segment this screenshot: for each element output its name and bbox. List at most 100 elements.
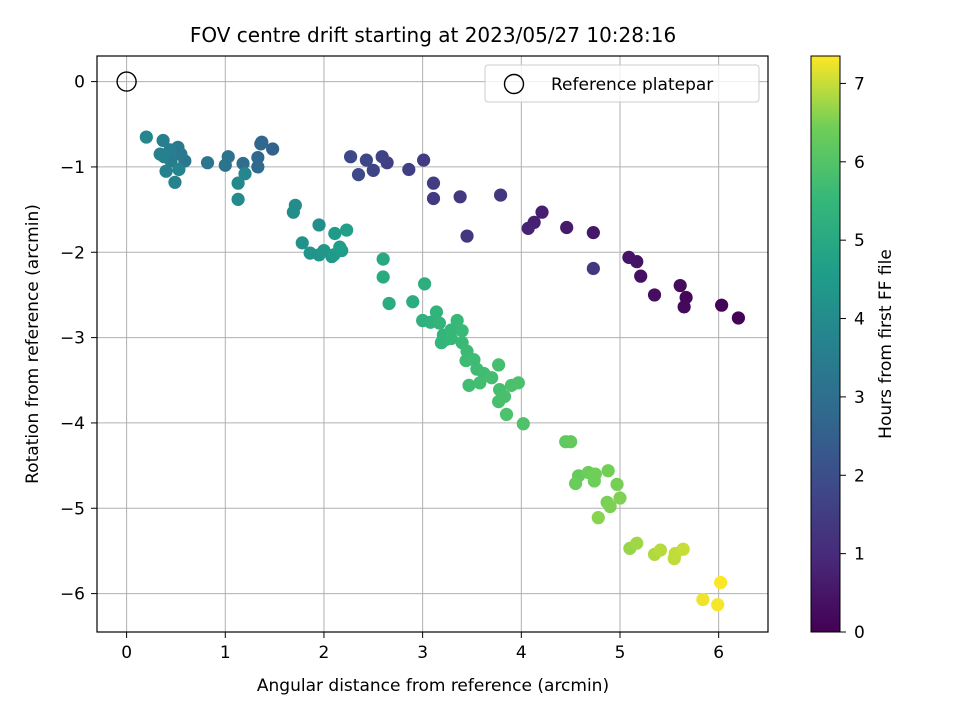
- data-point: [168, 175, 182, 189]
- data-point: [613, 491, 627, 505]
- data-point: [647, 288, 662, 302]
- y-axis-label: Rotation from reference (arcmin): [23, 204, 43, 484]
- data-point: [677, 300, 691, 314]
- x-axis-ticks: 0 1 2 3 4 5 6: [121, 632, 724, 663]
- x-tick-label: 6: [713, 643, 724, 663]
- data-point: [444, 331, 458, 346]
- legend-box: [484, 64, 760, 103]
- y-axis-ticks: 0 −1 −2 −3 −4 −5 −6: [60, 73, 97, 605]
- data-point: [200, 156, 215, 170]
- colorbar-tick-label: 4: [854, 310, 865, 330]
- data-point: [382, 296, 396, 311]
- data-point: [453, 190, 467, 204]
- colorbar-label: Hours from first FF file: [876, 249, 896, 439]
- colorbar-tick-label: 1: [854, 545, 865, 565]
- colorbar-tick-label: 3: [854, 388, 865, 408]
- data-point: [588, 467, 602, 481]
- data-point: [568, 476, 583, 491]
- data-point: [673, 278, 687, 293]
- data-point: [591, 511, 605, 525]
- reference-marker: [116, 71, 137, 92]
- x-tick-label: 5: [615, 643, 626, 663]
- data-point: [312, 218, 326, 232]
- data-point: [286, 205, 300, 219]
- data-point: [236, 156, 250, 171]
- data-point: [630, 536, 644, 550]
- y-tick-label: −6: [60, 585, 85, 605]
- y-tick-label: −1: [60, 158, 85, 178]
- data-point: [251, 150, 265, 165]
- legend-label: Reference platepar: [551, 75, 713, 95]
- data-point: [251, 160, 265, 174]
- data-point: [535, 205, 549, 219]
- chart-title: FOV centre drift starting at 2023/05/27 …: [190, 23, 676, 47]
- data-point: [376, 270, 390, 284]
- data-point: [586, 261, 600, 276]
- x-tick-label: 4: [516, 643, 527, 663]
- data-point: [351, 168, 366, 182]
- x-axis-label: Angular distance from reference (arcmin): [257, 676, 609, 696]
- data-point: [499, 407, 514, 421]
- data-point: [492, 358, 506, 372]
- colorbar-tick-label: 5: [854, 231, 865, 251]
- data-point: [426, 191, 441, 206]
- data-point: [455, 324, 469, 338]
- data-point: [418, 277, 432, 291]
- y-tick-label: −5: [60, 499, 85, 519]
- data-point: [238, 167, 252, 181]
- data-point: [450, 313, 464, 328]
- x-tick-label: 3: [417, 643, 428, 663]
- data-point: [159, 164, 173, 178]
- data-point: [493, 188, 508, 202]
- y-tick-label: −4: [60, 414, 85, 434]
- data-point: [254, 137, 268, 151]
- colorbar-gradient: [810, 55, 841, 633]
- data-point: [340, 223, 354, 237]
- y-tick-label: −2: [60, 243, 85, 263]
- x-tick-label: 2: [319, 643, 330, 663]
- data-points: [139, 130, 745, 612]
- data-point: [601, 464, 615, 478]
- data-point: [485, 371, 499, 385]
- data-point: [429, 305, 444, 319]
- data-point: [426, 176, 441, 190]
- data-point: [376, 252, 390, 266]
- data-point: [359, 153, 373, 167]
- data-point: [715, 298, 729, 312]
- data-point: [266, 142, 280, 156]
- grid-lines: [97, 56, 768, 632]
- data-point: [622, 250, 636, 264]
- y-tick-label: 0: [74, 73, 85, 93]
- legend: Reference platepar: [484, 64, 760, 103]
- data-point: [667, 552, 681, 566]
- data-point: [586, 226, 600, 240]
- data-point: [218, 158, 232, 172]
- data-point: [696, 592, 710, 607]
- data-point: [653, 543, 668, 557]
- data-point: [295, 236, 309, 250]
- legend-marker-icon: [503, 73, 525, 95]
- data-point: [714, 575, 728, 590]
- data-point: [634, 269, 648, 283]
- data-point: [172, 162, 186, 177]
- data-point: [417, 153, 431, 167]
- data-point: [516, 417, 530, 431]
- data-point: [460, 229, 474, 243]
- colorbar: 0 1 2 3 4 5 6 7 Hours from first FF file: [810, 55, 896, 643]
- data-point: [511, 376, 525, 390]
- colorbar-tick-label: 2: [854, 466, 865, 486]
- data-point: [731, 311, 745, 325]
- colorbar-tick-label: 6: [854, 153, 865, 173]
- data-point: [231, 192, 245, 206]
- data-point: [402, 162, 416, 177]
- data-point: [711, 598, 725, 612]
- data-point: [157, 150, 171, 164]
- data-point: [432, 316, 447, 330]
- data-point: [366, 163, 380, 177]
- data-point: [560, 220, 574, 235]
- data-point: [610, 477, 624, 491]
- data-point: [473, 376, 487, 390]
- data-point: [333, 240, 347, 254]
- data-point: [139, 130, 153, 144]
